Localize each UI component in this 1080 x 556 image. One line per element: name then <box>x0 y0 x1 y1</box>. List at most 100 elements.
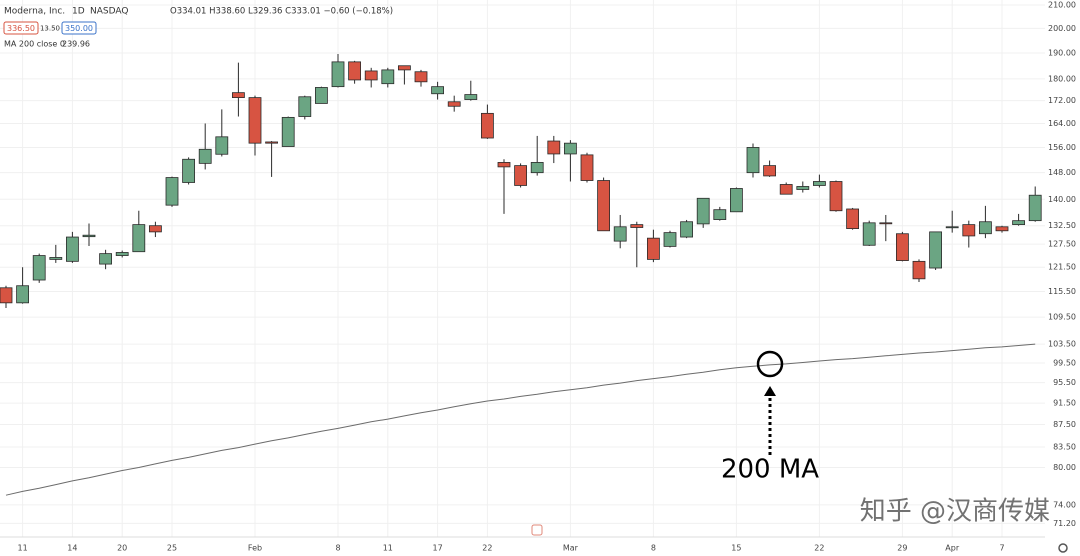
candle-body <box>979 221 992 235</box>
candle-body <box>680 221 693 238</box>
candle-body <box>1012 220 1025 226</box>
y-tick-label: 91.50 <box>1053 399 1076 408</box>
candle-body <box>530 162 544 174</box>
candle-body <box>431 86 445 95</box>
candle-body <box>82 234 96 238</box>
candle-body <box>497 162 511 168</box>
x-tick-label: 15 <box>731 544 741 553</box>
y-tick-label: 103.50 <box>1048 340 1076 349</box>
candle-body <box>647 237 660 260</box>
candle-body <box>929 231 942 269</box>
x-tick-label: 29 <box>897 544 907 553</box>
candle-body <box>381 69 395 85</box>
candle-body <box>846 208 859 229</box>
candle-body <box>215 136 229 155</box>
candle-body <box>231 92 245 99</box>
ask: 350.00 <box>65 24 93 33</box>
y-tick-label: 127.50 <box>1048 240 1076 249</box>
x-tick-label: 22 <box>482 544 492 553</box>
candle-body <box>99 253 112 265</box>
earnings-marker[interactable] <box>531 524 543 536</box>
y-tick-label: 180.00 <box>1048 74 1076 83</box>
candle-body <box>547 140 561 155</box>
ask-box[interactable] <box>61 21 97 35</box>
candle-body <box>364 70 378 81</box>
candle-body <box>132 224 146 253</box>
candle-body <box>796 186 810 190</box>
candle-body <box>265 141 279 144</box>
x-tick-label: 25 <box>167 544 177 553</box>
y-tick-label: 200.00 <box>1048 24 1076 33</box>
indicator-name: MA 200 close 0 <box>4 40 65 49</box>
x-tick-label: 22 <box>814 544 824 553</box>
candle-body <box>248 97 262 144</box>
ohlc-legend: O334.01 H338.60 L329.36 C333.01 −0.60 (−… <box>170 7 393 17</box>
candle-body <box>962 224 976 237</box>
y-tick-label: 80.00 <box>1053 463 1076 472</box>
annotation-circle <box>756 350 784 378</box>
candle-body <box>663 232 677 247</box>
x-tick-label: Apr <box>945 544 960 553</box>
candle-body <box>314 87 328 104</box>
x-tick-label: 8 <box>651 544 656 553</box>
y-tick-label: 83.50 <box>1053 442 1076 451</box>
x-tick-label: 17 <box>433 544 443 553</box>
annotation-arrowhead <box>764 386 776 396</box>
candle-body <box>447 101 461 107</box>
candle-body <box>182 158 196 183</box>
candle-body <box>66 236 79 262</box>
candle-body <box>464 94 478 100</box>
candle-body <box>480 112 494 139</box>
y-tick-label: 74.00 <box>1053 500 1076 509</box>
candle-body <box>1028 194 1042 222</box>
y-tick-label: 87.50 <box>1053 420 1076 429</box>
candle-body <box>995 226 1009 232</box>
candle-body <box>912 260 926 280</box>
y-tick-label: 132.50 <box>1048 221 1076 230</box>
candle-body <box>862 222 876 246</box>
candle-body <box>165 177 179 206</box>
spread: 13.50 <box>40 25 60 33</box>
candle-body <box>49 257 63 260</box>
candle-body <box>713 209 727 220</box>
candle-body <box>331 61 345 88</box>
x-tick-label: 7 <box>999 544 1004 553</box>
bid: 336.50 <box>7 24 35 33</box>
y-tick-label: 71.20 <box>1053 519 1076 528</box>
exchange: NASDAQ <box>90 7 128 17</box>
candle-body <box>945 226 959 229</box>
candle-body <box>281 116 295 147</box>
candle-body <box>414 71 428 83</box>
bid-box[interactable] <box>3 21 39 35</box>
candle-body <box>746 147 760 174</box>
y-tick-label: 140.00 <box>1048 195 1076 204</box>
settings-icon[interactable] <box>1058 543 1068 553</box>
candle-body <box>613 226 627 242</box>
y-tick-label: 148.00 <box>1048 168 1076 177</box>
x-tick-label: 14 <box>67 544 77 553</box>
candle-body <box>630 224 644 228</box>
candle-body <box>696 197 710 225</box>
y-tick-label: 190.00 <box>1048 48 1076 57</box>
candle-body <box>514 165 527 186</box>
x-tick-label: 11 <box>18 544 28 553</box>
y-tick-label: 109.50 <box>1048 313 1076 322</box>
candle-body <box>779 184 793 195</box>
y-tick-label: 121.50 <box>1048 263 1076 272</box>
y-tick-label: 99.50 <box>1053 358 1076 367</box>
candle-body <box>597 180 610 232</box>
plot <box>0 53 1042 496</box>
candle-body <box>298 96 312 117</box>
candle-body <box>198 148 212 164</box>
candle-body <box>730 188 743 213</box>
candle-body <box>16 285 30 304</box>
indicator-value: 239.96 <box>62 40 90 49</box>
candle-body <box>829 181 843 212</box>
x-tick-label: 8 <box>335 544 340 553</box>
y-tick-label: 164.00 <box>1048 119 1076 128</box>
candle-body <box>397 65 411 71</box>
candle-body <box>896 233 909 261</box>
candle-body <box>348 61 362 81</box>
x-tick-label: Mar <box>563 544 579 553</box>
